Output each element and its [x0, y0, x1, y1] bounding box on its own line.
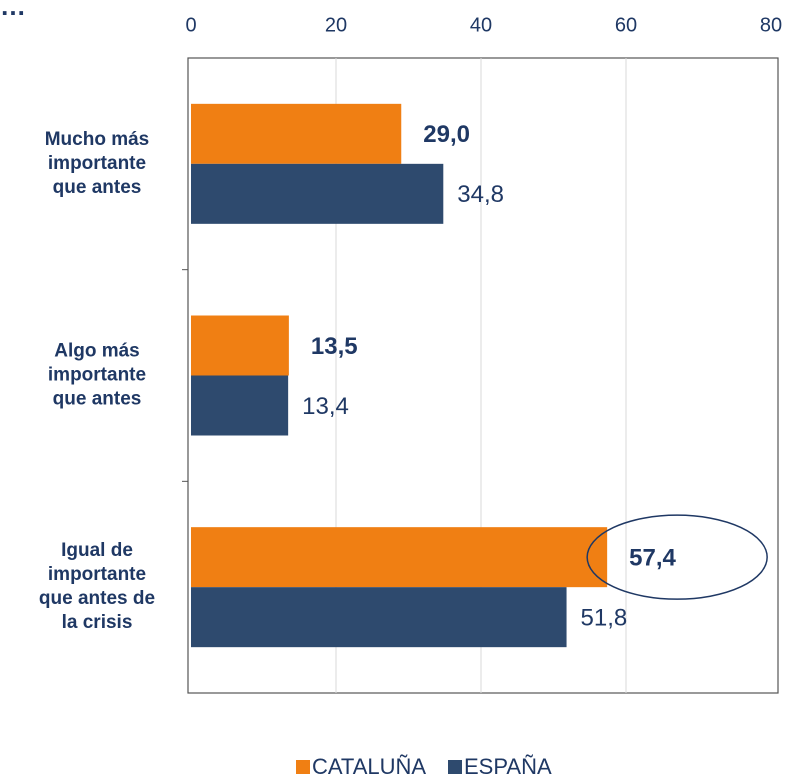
- bar: [191, 103, 402, 164]
- bar: [191, 587, 567, 648]
- data-label: 57,4: [629, 545, 676, 572]
- bar: [191, 527, 608, 588]
- data-label: 51,8: [581, 605, 628, 632]
- legend-label: CATALUÑA: [312, 754, 426, 779]
- y-tick-label: Algo más importante que antes: [48, 341, 146, 410]
- x-tick-label: 60: [615, 14, 637, 36]
- y-tick-label: Igual de importante que antes de la crisis: [39, 540, 155, 633]
- y-tick-label: Mucho más importante que antes: [45, 129, 150, 198]
- x-tick-label: 20: [325, 14, 347, 36]
- legend-swatch: [448, 760, 462, 774]
- highlight-ellipse: [586, 514, 768, 600]
- x-tick-label: 80: [760, 14, 782, 36]
- chart-title: …: [0, 0, 26, 21]
- data-label: 13,4: [302, 393, 349, 420]
- plot-frame: [187, 57, 779, 694]
- legend-label: ESPAÑA: [464, 754, 552, 779]
- x-tick-label: 40: [470, 14, 492, 36]
- bar: [191, 375, 289, 436]
- data-label: 13,5: [311, 333, 358, 360]
- data-label: 29,0: [423, 121, 470, 148]
- bar: [191, 163, 444, 224]
- legend-swatch: [296, 760, 310, 774]
- bar: [191, 315, 289, 376]
- x-tick-label: 0: [185, 14, 196, 36]
- data-label: 34,8: [457, 181, 504, 208]
